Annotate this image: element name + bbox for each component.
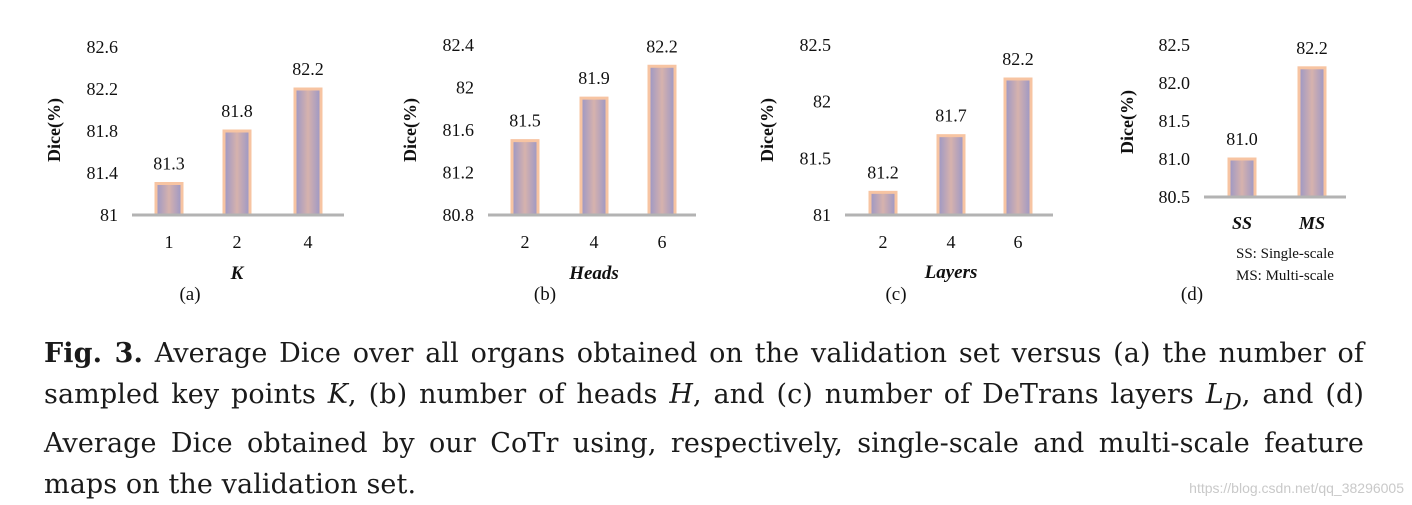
x-tick-label: 4 bbox=[304, 232, 313, 252]
chart-panel-3: 81 81.5 82 82.5 Dice(%) 81.2 2 81.7 4 82.2 6 Layers… bbox=[757, 35, 1053, 305]
x-tick-label: 2 bbox=[879, 232, 888, 252]
y-tick-label: 82.5 bbox=[800, 35, 832, 55]
x-tick-label: 2 bbox=[521, 232, 530, 252]
y-tick-label: 81.5 bbox=[1159, 111, 1191, 131]
bar bbox=[1297, 66, 1327, 199]
panel-label: (a) bbox=[179, 284, 200, 305]
y-tick-label: 82.6 bbox=[87, 37, 119, 57]
y-axis-label: Dice(%) bbox=[44, 98, 65, 162]
y-axis-label: Dice(%) bbox=[1117, 90, 1138, 154]
y-tick-label: 82.4 bbox=[443, 35, 475, 55]
panel-label: (d) bbox=[1181, 284, 1203, 305]
bar bbox=[1003, 77, 1033, 217]
figure-caption: Fig. 3. Average Dice over all organs obt… bbox=[44, 333, 1364, 505]
bar-value-label: 82.2 bbox=[1002, 49, 1034, 69]
bar-value-label: 81.3 bbox=[153, 154, 185, 174]
caption-text-1: Average Dice over all organs obtained on… bbox=[44, 338, 1364, 410]
y-tick-label: 82.5 bbox=[1159, 35, 1191, 55]
caption-label: Fig. 3. bbox=[44, 338, 144, 369]
y-tick-label: 81.0 bbox=[1159, 149, 1191, 169]
chart-panel-2: 80.8 81.2 81.6 82 82.4 Dice(%) 81.5 2 81.9 4 82.2 6… bbox=[400, 35, 696, 305]
caption-text-3: , and (c) number of DeTrans layers bbox=[693, 379, 1206, 410]
bar-value-label: 82.2 bbox=[646, 36, 678, 56]
y-tick-label: 82.2 bbox=[87, 79, 119, 99]
x-tick-label: 4 bbox=[590, 232, 599, 252]
legend-entry: MS: Multi-scale bbox=[1236, 268, 1334, 284]
x-tick-label: 1 bbox=[165, 232, 174, 252]
bar bbox=[510, 139, 540, 217]
y-tick-label: 81.2 bbox=[443, 163, 475, 183]
panel-label: (b) bbox=[534, 284, 556, 305]
x-tick-label: 6 bbox=[1014, 232, 1023, 252]
bar-value-label: 81.5 bbox=[509, 111, 541, 131]
bar bbox=[647, 64, 677, 217]
bar-value-label: 81.8 bbox=[221, 101, 253, 121]
y-tick-label: 81 bbox=[100, 205, 118, 225]
bar-value-label: 81.0 bbox=[1226, 129, 1258, 149]
y-tick-label: 81.4 bbox=[87, 163, 119, 183]
bar-value-label: 82.2 bbox=[292, 59, 324, 79]
y-tick-label: 81.6 bbox=[443, 120, 475, 140]
legend-entry: SS: Single-scale bbox=[1236, 246, 1334, 262]
y-axis-label: Dice(%) bbox=[400, 98, 421, 162]
y-tick-label: 81 bbox=[813, 205, 831, 225]
caption-text-2: , (b) number of heads bbox=[348, 379, 670, 410]
y-tick-label: 80.5 bbox=[1159, 187, 1191, 207]
caption-text-4: , and (d) Average Dice obtained by our C… bbox=[44, 379, 1364, 501]
y-axis-label: Dice(%) bbox=[757, 98, 778, 162]
x-axis-label: Heads bbox=[568, 263, 619, 284]
x-tick-label: 4 bbox=[947, 232, 956, 252]
y-tick-label: 81.5 bbox=[800, 148, 832, 168]
bar-value-label: 82.2 bbox=[1296, 38, 1328, 58]
x-axis-label: Layers bbox=[924, 262, 978, 283]
caption-var-h: H bbox=[669, 379, 693, 410]
caption-var-l: L bbox=[1205, 379, 1224, 410]
bar bbox=[936, 134, 966, 217]
y-tick-label: 80.8 bbox=[443, 205, 475, 225]
bar bbox=[579, 96, 609, 217]
bar-value-label: 81.2 bbox=[867, 162, 899, 182]
bar bbox=[1227, 157, 1257, 199]
x-axis-label: K bbox=[230, 263, 245, 284]
bar-value-label: 81.7 bbox=[935, 106, 967, 126]
x-tick-label: 2 bbox=[233, 232, 242, 252]
chart-panel-4: 80.5 81.0 81.5 82.0 82.5 Dice(%) 81.0 SS 82.2 MS S… bbox=[1117, 35, 1346, 305]
y-tick-label: 82 bbox=[813, 92, 831, 112]
y-tick-label: 81.8 bbox=[87, 121, 119, 141]
bar bbox=[868, 190, 898, 217]
x-tick-label: MS bbox=[1298, 213, 1325, 233]
chart-panel-1: 81 81.4 81.8 82.2 82.6 Dice(%) 81.3 1 81.8 2 82.2 4… bbox=[44, 37, 344, 305]
bar bbox=[293, 87, 323, 217]
figure-charts: 81 81.4 81.8 82.2 82.6 Dice(%) 81.3 1 81.8 2 82.2 4… bbox=[44, 35, 1346, 305]
bar bbox=[222, 129, 252, 217]
bar-value-label: 81.9 bbox=[578, 68, 610, 88]
caption-var-l-sub: D bbox=[1223, 389, 1242, 416]
x-tick-label: SS bbox=[1232, 213, 1252, 233]
y-tick-label: 82.0 bbox=[1159, 73, 1191, 93]
panel-label: (c) bbox=[885, 284, 906, 305]
x-tick-label: 6 bbox=[658, 232, 667, 252]
y-tick-label: 82 bbox=[456, 78, 474, 98]
watermark: https://blog.csdn.net/qq_38296005 bbox=[1189, 480, 1404, 496]
bar bbox=[154, 182, 184, 217]
caption-var-k: K bbox=[327, 379, 349, 410]
